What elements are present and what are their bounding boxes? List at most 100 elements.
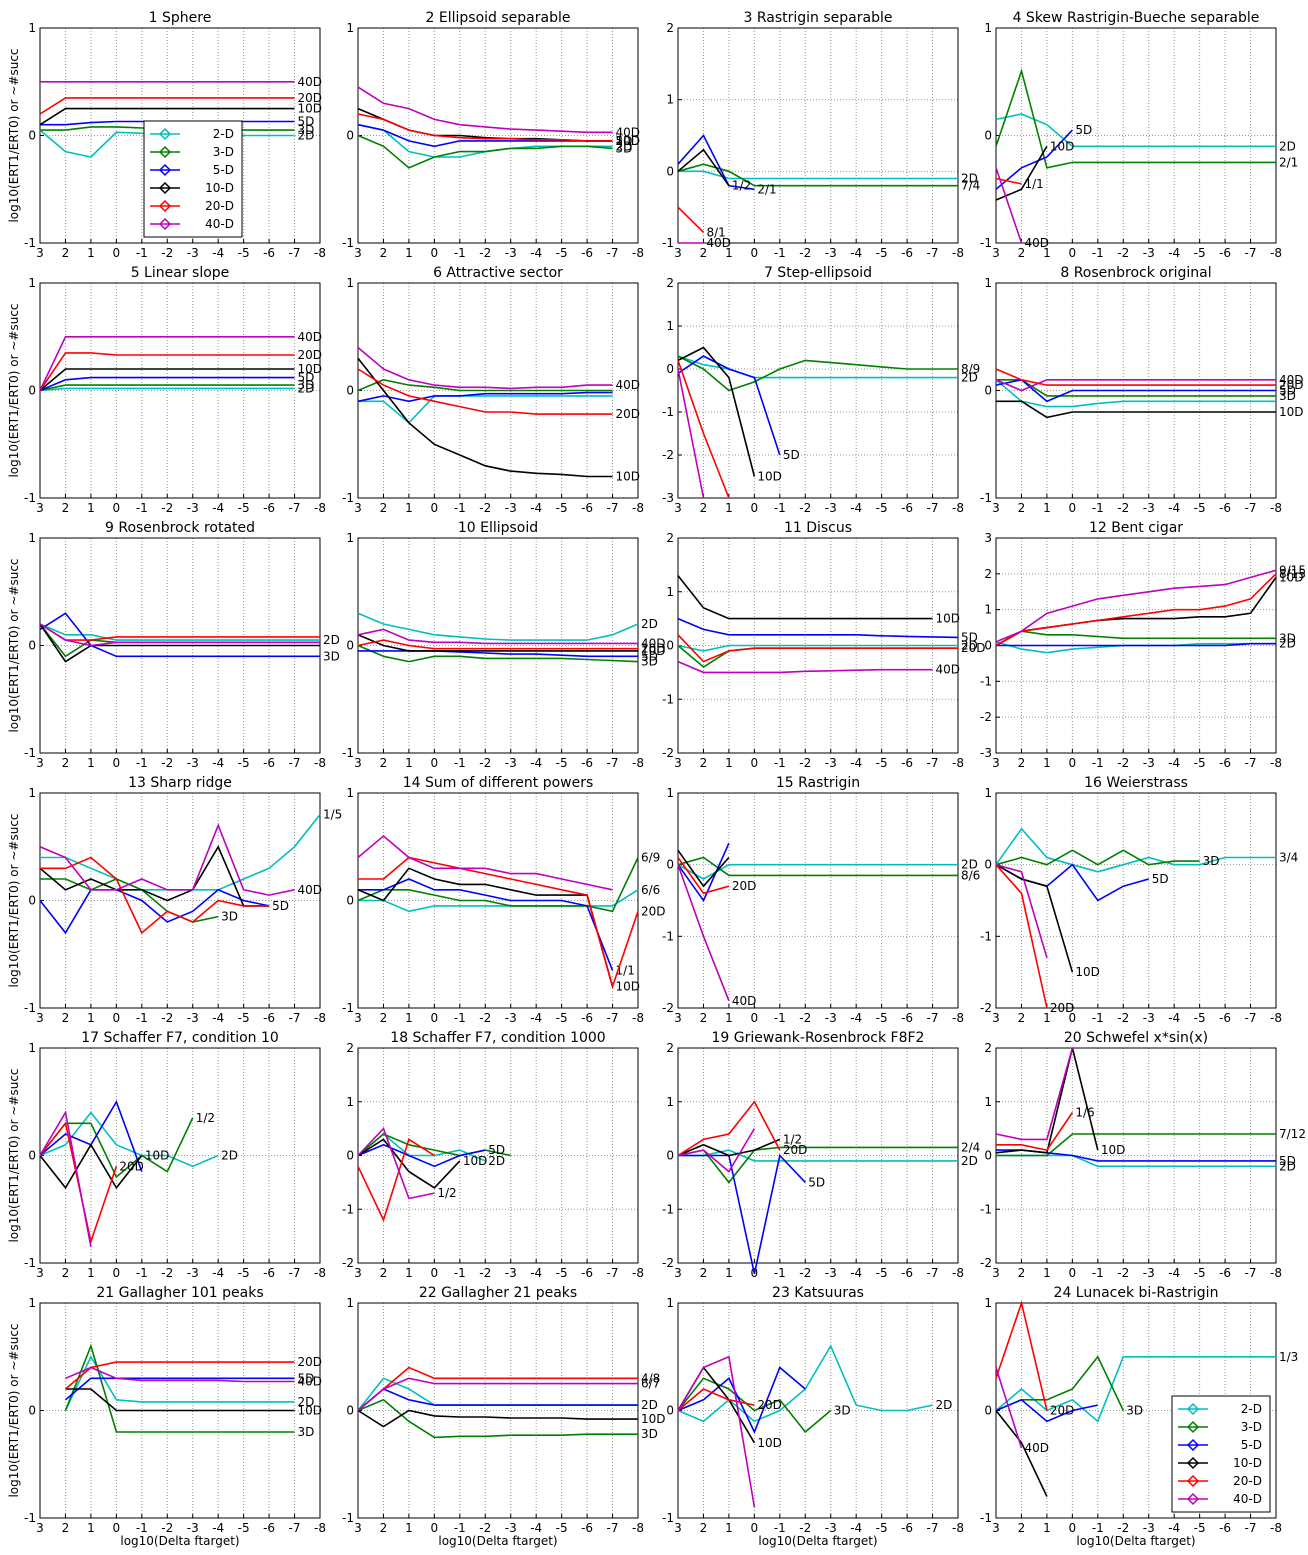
x-tick-label: 1 xyxy=(87,501,95,515)
series-line xyxy=(357,391,613,403)
x-tick-label: -1 xyxy=(774,1266,786,1280)
x-tick-label: 1 xyxy=(1043,756,1051,770)
x-tick-label: -3 xyxy=(505,1521,517,1535)
end-label: 2/1 xyxy=(1279,155,1298,169)
series-line xyxy=(39,845,270,907)
series-line xyxy=(357,1398,638,1439)
x-tick-label: -1 xyxy=(136,1011,148,1025)
legend-label: 3-D xyxy=(1241,1420,1262,1434)
x-tick-label: -8 xyxy=(952,1011,964,1025)
x-tick-label: 3 xyxy=(674,246,682,260)
panel: -3 -2 -1 0 1 2 3 3 2 1 0 -1 -2 -3 -4 -5 -6 -7 -8 12 Bent ci… xyxy=(980,520,1306,770)
x-tick-label: -6 xyxy=(263,756,275,770)
x-tick-label: -8 xyxy=(314,1266,326,1280)
y-tick-label: 0 xyxy=(666,858,674,872)
end-label: 3D xyxy=(641,1427,658,1441)
y-tick-label: 0 xyxy=(28,894,36,908)
series-line xyxy=(357,1138,461,1189)
series-line xyxy=(995,1398,1098,1423)
x-axis-label: log10(Delta ftarget) xyxy=(758,1534,877,1548)
x-tick-label: 1 xyxy=(1043,1266,1051,1280)
end-label: 1/2 xyxy=(783,1132,802,1146)
x-tick-label: -7 xyxy=(1245,1266,1257,1280)
legend-label: 5-D xyxy=(213,163,234,177)
end-label: 40D xyxy=(936,663,961,677)
x-tick-label: -1 xyxy=(454,756,466,770)
x-tick-label: -7 xyxy=(289,246,301,260)
y-tick-label: 0 xyxy=(346,1404,354,1418)
y-tick-label: 1 xyxy=(984,21,992,35)
series-line xyxy=(40,878,219,923)
x-tick-label: -2 xyxy=(161,246,173,260)
series-line xyxy=(677,849,730,888)
x-tick-label: -7 xyxy=(289,1266,301,1280)
panel-title: 22 Gallagher 21 peaks xyxy=(419,1285,577,1301)
x-tick-label: 2 xyxy=(62,246,70,260)
panel-title: 9 Rosenbrock rotated xyxy=(105,520,255,536)
series-line xyxy=(357,1366,638,1412)
end-label: 3D xyxy=(1203,854,1220,868)
x-tick-label: 1 xyxy=(405,1266,413,1280)
x-tick-label: -5 xyxy=(556,1266,568,1280)
series-line xyxy=(357,612,639,641)
y-tick-label: 0 xyxy=(666,164,674,178)
y-tick-label: -2 xyxy=(662,1001,674,1015)
x-tick-label: 2 xyxy=(62,756,70,770)
x-tick-label: -8 xyxy=(632,1011,644,1025)
series-line xyxy=(358,889,639,913)
series-line xyxy=(358,395,613,424)
x-tick-label: 2 xyxy=(700,501,708,515)
end-label: 3D xyxy=(834,1404,851,1418)
end-label: 2/4 xyxy=(961,1140,980,1154)
x-tick-label: 0 xyxy=(113,1011,121,1025)
x-tick-label: -4 xyxy=(850,1266,862,1280)
series-line xyxy=(64,1361,295,1390)
x-tick-label: -2 xyxy=(1117,246,1129,260)
y-tick-label: -1 xyxy=(662,1511,674,1525)
x-tick-label: -2 xyxy=(479,246,491,260)
y-tick-label: -1 xyxy=(980,1511,992,1525)
series-line xyxy=(64,1377,295,1401)
y-tick-label: 2 xyxy=(666,531,674,545)
x-tick-label: 3 xyxy=(674,1521,682,1535)
y-tick-label: 0 xyxy=(346,894,354,908)
end-label: 9/15 xyxy=(1279,563,1306,577)
x-tick-label: -1 xyxy=(1092,1011,1104,1025)
x-tick-label: 3 xyxy=(992,501,1000,515)
x-tick-label: -5 xyxy=(876,1521,888,1535)
x-tick-label: 2 xyxy=(380,246,388,260)
x-tick-label: 3 xyxy=(354,1266,362,1280)
end-label: 1/5 xyxy=(323,808,342,822)
end-label: 2D xyxy=(616,139,633,153)
panel: -1 0 1 3 2 1 0 -1 -2 -3 -4 -5 -6 -7 -8 2 Ellipsoid sepa… xyxy=(342,10,644,260)
y-tick-label: -1 xyxy=(342,1001,354,1015)
y-tick-label: 1 xyxy=(984,603,992,617)
x-tick-label: -3 xyxy=(187,1011,199,1025)
y-tick-label: -1 xyxy=(662,1202,674,1216)
series-line xyxy=(357,628,638,645)
y-tick-label: 2 xyxy=(346,1041,354,1055)
x-tick-label: -2 xyxy=(479,1011,491,1025)
x-tick-label: -1 xyxy=(136,756,148,770)
end-label: 8/1 xyxy=(706,225,725,239)
y-tick-label: 0 xyxy=(346,639,354,653)
x-tick-label: -8 xyxy=(1270,1011,1282,1025)
y-tick-label: -1 xyxy=(24,1511,36,1525)
x-tick-label: -3 xyxy=(825,1266,837,1280)
x-tick-label: 3 xyxy=(674,501,682,515)
x-tick-label: 1 xyxy=(725,501,733,515)
x-tick-label: -3 xyxy=(1143,1011,1155,1025)
series-line xyxy=(357,1138,435,1223)
end-label: 6/7 xyxy=(641,1377,660,1391)
x-tick-label: -4 xyxy=(850,756,862,770)
end-label: 5D xyxy=(488,1143,505,1157)
panel: -1 0 1 2 3 2 1 0 -1 -2 -3 -4 -5 -6 -7 -8 3 Rastrigin sep… xyxy=(662,10,980,260)
series-line xyxy=(358,856,639,990)
plot-frame xyxy=(677,282,959,499)
y-tick-label: 1 xyxy=(666,1095,674,1109)
x-tick-label: -8 xyxy=(314,1521,326,1535)
x-tick-label: 3 xyxy=(36,756,44,770)
y-tick-label: -1 xyxy=(24,1001,36,1015)
y-tick-label: 0 xyxy=(346,384,354,398)
x-tick-label: -1 xyxy=(136,501,148,515)
